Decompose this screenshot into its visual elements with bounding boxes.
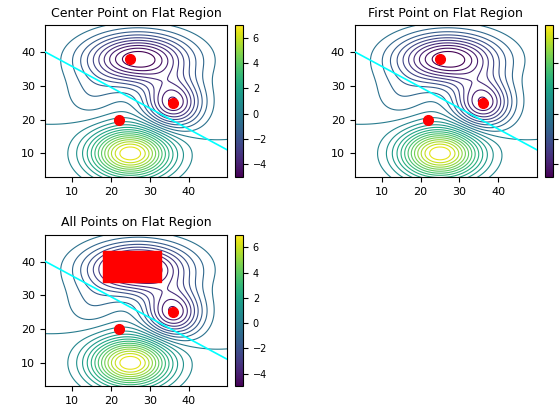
Bar bbox=[103, 252, 161, 282]
Title: Center Point on Flat Region: Center Point on Flat Region bbox=[51, 7, 222, 20]
Title: First Point on Flat Region: First Point on Flat Region bbox=[368, 7, 524, 20]
Title: All Points on Flat Region: All Points on Flat Region bbox=[61, 216, 212, 229]
